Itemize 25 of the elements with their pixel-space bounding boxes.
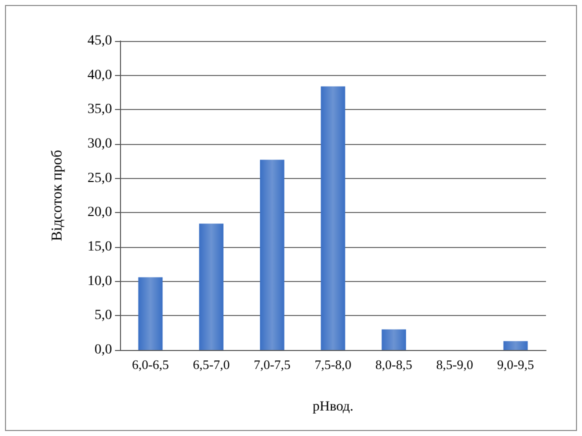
bar xyxy=(503,341,528,350)
bar xyxy=(382,329,406,350)
y-tick-label: 35,0 xyxy=(88,102,112,118)
y-tick-label: 10,0 xyxy=(88,274,112,289)
bar xyxy=(138,277,163,350)
y-tick-label: 40,0 xyxy=(88,68,112,83)
bar xyxy=(199,224,224,350)
x-tick-label: 6,0-6,5 xyxy=(132,357,169,372)
x-tick-label: 7,5-8,0 xyxy=(314,357,352,372)
x-tick-label: 9,0-9,5 xyxy=(497,357,534,372)
y-tick-label: 0,0 xyxy=(94,342,112,358)
x-tick-label: 6,5-7,0 xyxy=(192,357,230,372)
y-tick-label: 20,0 xyxy=(88,205,112,220)
y-tick-label: 30,0 xyxy=(88,136,112,152)
y-tick-label: 45,0 xyxy=(88,34,112,48)
y-axis-title: Відсоток проб xyxy=(50,149,66,242)
x-tick-label: 8,5-9,0 xyxy=(436,357,474,372)
bar xyxy=(320,86,346,350)
bar xyxy=(260,160,284,350)
x-axis-title: pHвод. xyxy=(312,400,354,414)
x-tick-label: 8,0-8,5 xyxy=(375,357,412,372)
y-tick-label: 5,0 xyxy=(94,308,112,324)
y-tick-label: 15,0 xyxy=(88,240,112,254)
x-tick-label: 7,0-7,5 xyxy=(254,357,291,372)
y-tick-label: 25,0 xyxy=(88,170,112,186)
